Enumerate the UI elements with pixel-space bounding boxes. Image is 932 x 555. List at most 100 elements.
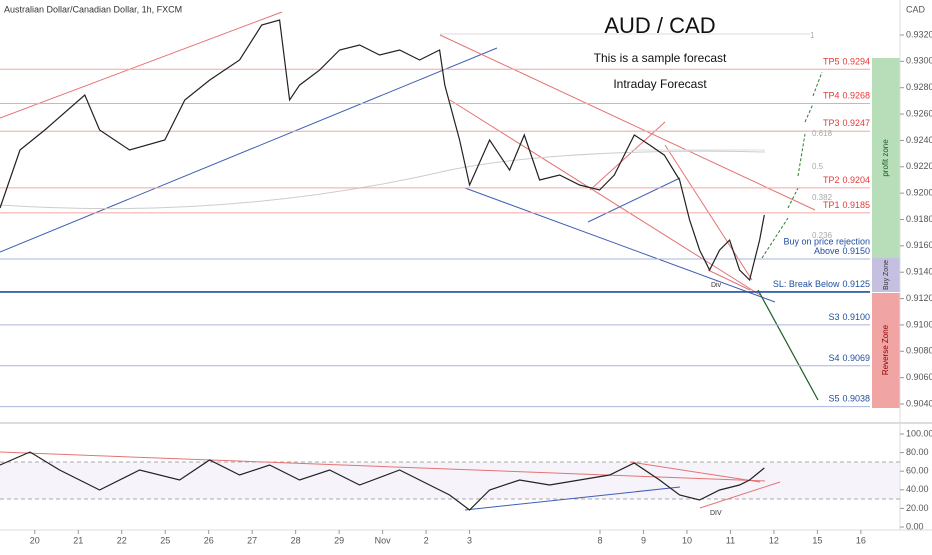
level-label: S3 0.9100 <box>828 312 870 322</box>
trendline <box>0 47 498 253</box>
trendline <box>587 177 681 223</box>
level-value: 0.9294 <box>842 57 870 67</box>
level-name: S5 <box>828 394 839 404</box>
level-value: 0.9100 <box>842 312 870 322</box>
x-tick-label: 27 <box>247 535 257 545</box>
level-value: 0.9185 <box>842 200 870 210</box>
trendline <box>589 121 666 191</box>
level-label: TP1 0.9185 <box>823 200 870 210</box>
level-value: 0.9268 <box>842 91 870 101</box>
level-name: Above <box>814 246 840 256</box>
arrow <box>761 217 789 259</box>
zone-label: Reverse Zone <box>881 324 890 375</box>
level-label: S4 0.9069 <box>828 353 870 363</box>
level-name: TP5 <box>823 57 840 67</box>
fib-label: 1 <box>810 31 815 40</box>
level-value: 0.9069 <box>842 353 870 363</box>
trendline <box>464 486 681 511</box>
rsi-y-tick-label: 0.00 <box>906 521 924 531</box>
arrow <box>804 103 814 123</box>
x-tick-label: 25 <box>160 535 170 545</box>
level-label: TP4 0.9268 <box>823 91 870 101</box>
level-name: S3 <box>828 312 839 322</box>
reverse-zone <box>872 293 900 408</box>
rsi-y-tick-label: 100.00 <box>906 428 932 438</box>
x-tick-label: 22 <box>117 535 127 545</box>
subtitle: This is a sample forecast <box>594 51 727 65</box>
div-label: Div <box>711 282 722 289</box>
arrow <box>797 133 806 177</box>
x-tick-label: 15 <box>812 535 822 545</box>
x-tick-label: 10 <box>682 535 692 545</box>
level-label: S5 0.9038 <box>828 394 870 404</box>
x-tick-label: Nov <box>375 535 392 545</box>
trendline <box>629 461 761 483</box>
trendline <box>699 481 781 509</box>
rsi-y-tick-label: 80.00 <box>906 447 929 457</box>
level-label: SL: Break Below 0.9125 <box>773 279 870 289</box>
buy-zone <box>872 258 900 292</box>
zone-label: Buy Zone <box>883 260 890 290</box>
currency: CAD <box>906 4 926 14</box>
rsi-line <box>0 451 765 511</box>
symbol-header: Australian Dollar/Canadian Dollar, 1h, F… <box>4 4 182 14</box>
trendline <box>449 99 761 296</box>
rsi-y-tick-label: 20.00 <box>906 503 929 513</box>
x-tick-label: 29 <box>334 535 344 545</box>
x-tick-label: 20 <box>30 535 40 545</box>
forecast-arrows <box>761 71 823 259</box>
x-tick-label: 28 <box>291 535 301 545</box>
level-note: Buy on price rejection <box>783 236 870 246</box>
level-name: TP2 <box>823 175 840 185</box>
level-name: TP3 <box>823 119 840 129</box>
x-tick-label: 26 <box>204 535 214 545</box>
level-label: TP3 0.9247 <box>823 119 870 129</box>
x-tick-label: 9 <box>641 535 646 545</box>
profit-zone <box>872 58 900 258</box>
rsi-y-tick-label: 40.00 <box>906 484 929 494</box>
fib-label: 0.236 <box>812 231 833 240</box>
trendline <box>0 11 283 119</box>
div-label: DIV <box>710 510 722 517</box>
reverse-arrow <box>757 289 819 401</box>
trendline <box>0 451 766 482</box>
x-tick-label: 3 <box>467 535 472 545</box>
fib-label: 0.618 <box>812 129 833 138</box>
fib-label: 0.382 <box>812 193 833 202</box>
rsi-trendlines <box>0 451 781 511</box>
x-tick-label: 12 <box>769 535 779 545</box>
trendline <box>439 34 816 211</box>
level-name: TP1 <box>823 200 840 210</box>
trendline <box>707 269 751 291</box>
level-value: 0.9204 <box>842 175 870 185</box>
level-value: 0.9247 <box>842 119 870 129</box>
moving-average <box>0 150 766 210</box>
note: Intraday Forecast <box>613 77 707 91</box>
rsi-y-tick-label: 60.00 <box>906 466 929 476</box>
arrow <box>787 187 799 209</box>
level-label: TP2 0.9204 <box>823 175 870 185</box>
level-label: TP5 0.9294 <box>823 57 870 67</box>
level-name: SL: Break Below <box>773 279 840 289</box>
level-name: S4 <box>828 353 839 363</box>
arrow <box>812 71 823 97</box>
x-tick-label: 11 <box>726 535 735 545</box>
level-value: 0.9150 <box>842 246 870 256</box>
fib-label: 0.5 <box>812 162 824 171</box>
level-value: 0.9038 <box>842 394 870 404</box>
trendline <box>464 187 776 303</box>
